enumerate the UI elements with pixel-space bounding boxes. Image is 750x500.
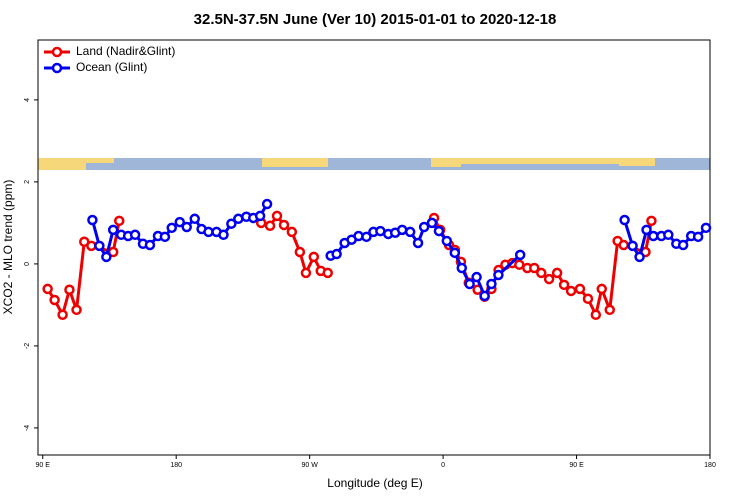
data-point xyxy=(396,224,408,236)
data-point xyxy=(271,210,283,222)
y-tick-label: 2 xyxy=(24,180,31,184)
data-point xyxy=(418,221,430,233)
land-strip xyxy=(262,158,328,167)
data-point xyxy=(634,251,645,263)
data-point xyxy=(619,214,630,226)
data-point xyxy=(663,229,674,241)
data-point xyxy=(404,226,416,238)
data-point xyxy=(331,248,342,260)
data-point xyxy=(493,269,504,281)
data-point xyxy=(700,222,712,234)
data-point xyxy=(264,220,276,232)
data-point xyxy=(64,284,75,295)
data-point xyxy=(129,229,141,241)
data-point xyxy=(114,215,125,227)
data-point xyxy=(486,278,497,290)
data-point xyxy=(107,224,119,236)
data-point xyxy=(627,240,638,252)
data-point xyxy=(529,262,540,274)
legend-label: Land (Nadir&Glint) xyxy=(76,44,175,58)
data-point xyxy=(479,290,490,302)
x-tick-label: 180 xyxy=(704,462,716,469)
data-point xyxy=(261,198,273,210)
data-point xyxy=(618,239,629,251)
data-point xyxy=(57,309,68,321)
data-point xyxy=(456,262,468,274)
y-tick-label: 0 xyxy=(24,262,31,266)
x-tick-label: 180 xyxy=(170,462,182,469)
x-axis-label: Longitude (deg E) xyxy=(327,476,422,490)
data-point xyxy=(471,271,482,283)
data-point xyxy=(582,293,594,305)
data-point xyxy=(551,267,563,279)
data-point xyxy=(426,217,438,229)
data-point xyxy=(144,239,156,251)
data-point xyxy=(692,231,704,243)
data-point xyxy=(565,285,577,297)
data-point xyxy=(646,215,657,227)
data-point xyxy=(590,309,602,321)
land-strip xyxy=(619,158,655,166)
data-point xyxy=(596,283,608,295)
legend-marker xyxy=(51,46,63,58)
data-point xyxy=(101,251,112,263)
data-point xyxy=(677,239,689,251)
data-point xyxy=(49,294,60,306)
data-point xyxy=(94,240,105,252)
data-point xyxy=(441,235,453,247)
data-point xyxy=(308,251,320,263)
y-tick-label: 4 xyxy=(24,98,31,102)
data-point xyxy=(286,226,298,238)
map-strip xyxy=(38,158,710,170)
data-point xyxy=(604,304,616,316)
land-strip xyxy=(86,158,114,163)
data-point xyxy=(174,216,186,228)
x-tick-label: 90 E xyxy=(569,462,584,469)
x-tick-label: 90 E xyxy=(36,462,51,469)
data-point xyxy=(166,222,177,234)
data-point xyxy=(300,267,312,279)
land-strip xyxy=(461,158,619,164)
y-axis-label: XCO2 - MLO trend (ppm) xyxy=(1,180,15,315)
legend-label: Ocean (Glint) xyxy=(76,60,147,74)
data-point xyxy=(558,279,570,291)
data-point xyxy=(449,247,461,259)
chart-title: 32.5N-37.5N June (Ver 10) 2015-01-01 to … xyxy=(194,11,557,28)
data-point xyxy=(254,210,266,222)
data-point xyxy=(181,221,192,233)
data-point xyxy=(87,214,98,226)
data-point xyxy=(464,278,475,290)
land-strip xyxy=(38,158,86,170)
legend-marker xyxy=(51,62,63,74)
x-tick-label: 0 xyxy=(441,462,445,469)
x-tick-label: 90 W xyxy=(301,462,318,469)
data-point xyxy=(218,229,229,241)
data-point xyxy=(233,213,244,225)
data-point xyxy=(514,249,526,261)
data-point xyxy=(226,218,237,229)
data-point xyxy=(322,267,333,279)
data-point xyxy=(42,283,53,295)
data-point xyxy=(543,273,555,285)
data-point xyxy=(433,225,445,237)
data-point xyxy=(536,267,547,279)
data-point xyxy=(107,246,119,258)
land-strip xyxy=(431,158,461,167)
data-point xyxy=(71,304,82,316)
plot-frame xyxy=(37,39,711,456)
data-point xyxy=(641,224,652,236)
data-point xyxy=(278,219,290,231)
data-point xyxy=(361,231,372,243)
data-point xyxy=(412,237,424,249)
data-point xyxy=(574,283,586,295)
y-tick-label: -4 xyxy=(24,425,31,431)
data-point xyxy=(159,231,171,243)
data-point xyxy=(189,213,200,225)
y-tick-label: -2 xyxy=(24,343,31,349)
data-point xyxy=(294,246,306,258)
